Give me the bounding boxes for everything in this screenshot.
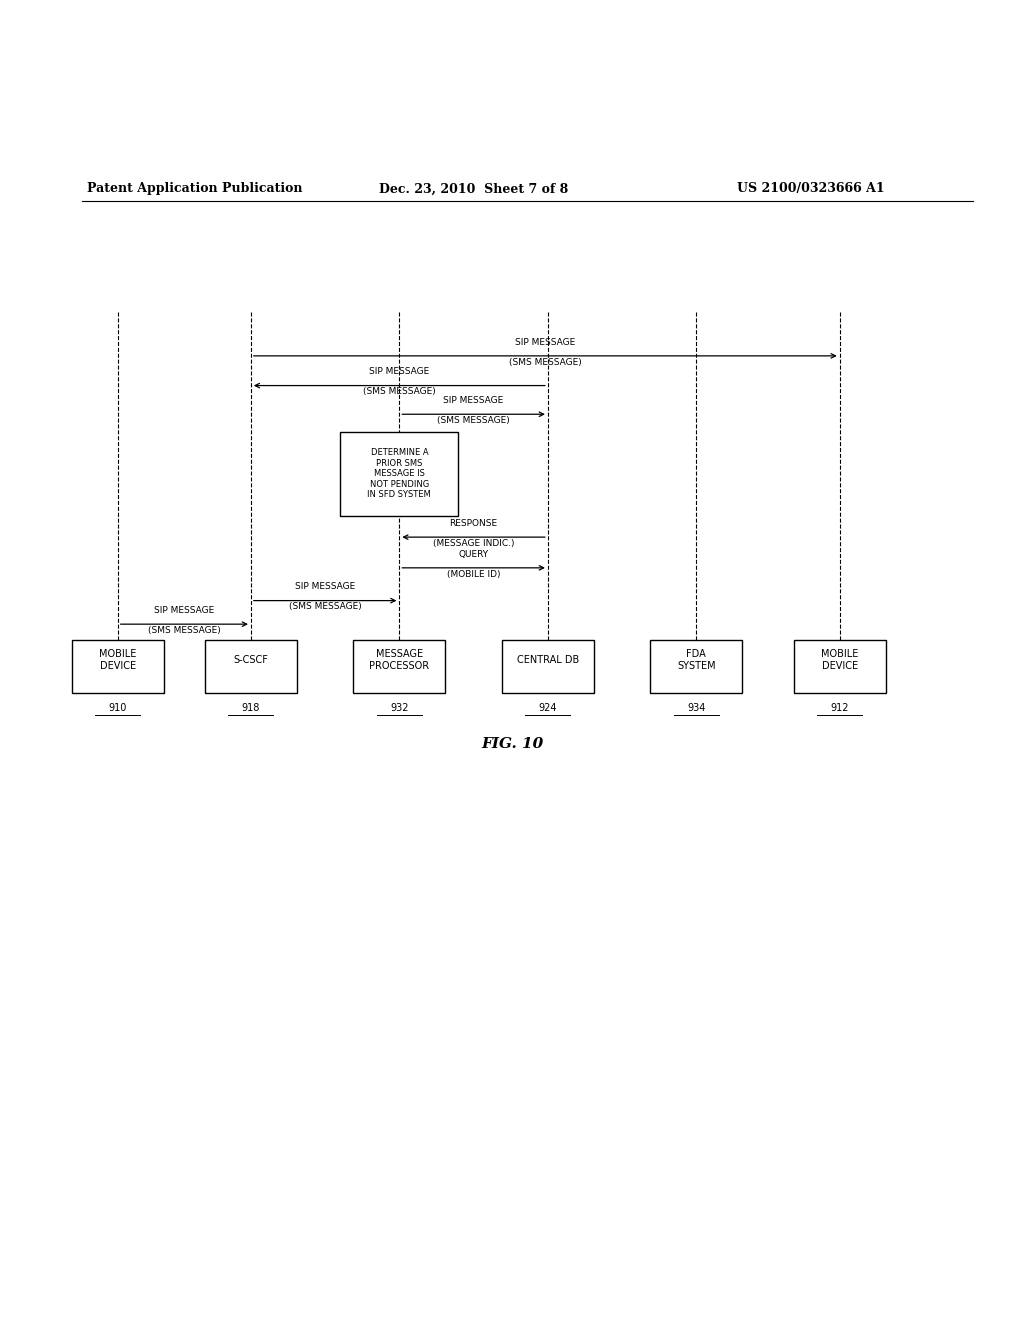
Text: S-CSCF: S-CSCF — [233, 655, 268, 665]
FancyBboxPatch shape — [502, 639, 594, 693]
Text: US 2100/0323666 A1: US 2100/0323666 A1 — [737, 182, 885, 195]
Text: SIP MESSAGE: SIP MESSAGE — [295, 582, 355, 591]
Text: SIP MESSAGE: SIP MESSAGE — [443, 396, 504, 405]
Text: (SMS MESSAGE): (SMS MESSAGE) — [147, 626, 221, 635]
Text: SIP MESSAGE: SIP MESSAGE — [155, 606, 214, 615]
Text: 924: 924 — [539, 704, 557, 713]
FancyBboxPatch shape — [340, 432, 459, 516]
Text: RESPONSE: RESPONSE — [450, 519, 498, 528]
Text: CENTRAL DB: CENTRAL DB — [517, 655, 579, 665]
Text: 934: 934 — [687, 704, 706, 713]
Text: MOBILE
DEVICE: MOBILE DEVICE — [821, 649, 858, 671]
Text: 910: 910 — [109, 704, 127, 713]
Text: QUERY: QUERY — [459, 549, 488, 558]
Text: 912: 912 — [830, 704, 849, 713]
Text: SIP MESSAGE: SIP MESSAGE — [370, 367, 429, 376]
Text: SIP MESSAGE: SIP MESSAGE — [515, 338, 575, 347]
Text: (SMS MESSAGE): (SMS MESSAGE) — [362, 387, 436, 396]
Text: 932: 932 — [390, 704, 409, 713]
FancyBboxPatch shape — [205, 639, 297, 693]
Text: MOBILE
DEVICE: MOBILE DEVICE — [99, 649, 136, 671]
Text: FDA
SYSTEM: FDA SYSTEM — [677, 649, 716, 671]
Text: (MOBILE ID): (MOBILE ID) — [446, 570, 501, 578]
Text: (SMS MESSAGE): (SMS MESSAGE) — [437, 416, 510, 425]
FancyBboxPatch shape — [72, 639, 164, 693]
FancyBboxPatch shape — [794, 639, 886, 693]
Text: (SMS MESSAGE): (SMS MESSAGE) — [509, 358, 582, 367]
Text: FIG. 10: FIG. 10 — [481, 737, 543, 751]
Text: DETERMINE A
PRIOR SMS
MESSAGE IS
NOT PENDING
IN SFD SYSTEM: DETERMINE A PRIOR SMS MESSAGE IS NOT PEN… — [368, 449, 431, 499]
Text: Dec. 23, 2010  Sheet 7 of 8: Dec. 23, 2010 Sheet 7 of 8 — [379, 182, 568, 195]
FancyBboxPatch shape — [650, 639, 742, 693]
Text: Patent Application Publication: Patent Application Publication — [87, 182, 302, 195]
Text: (MESSAGE INDIC.): (MESSAGE INDIC.) — [433, 539, 514, 548]
Text: MESSAGE
PROCESSOR: MESSAGE PROCESSOR — [370, 649, 429, 671]
FancyBboxPatch shape — [353, 639, 445, 693]
Text: (SMS MESSAGE): (SMS MESSAGE) — [289, 602, 361, 611]
Text: 918: 918 — [242, 704, 260, 713]
